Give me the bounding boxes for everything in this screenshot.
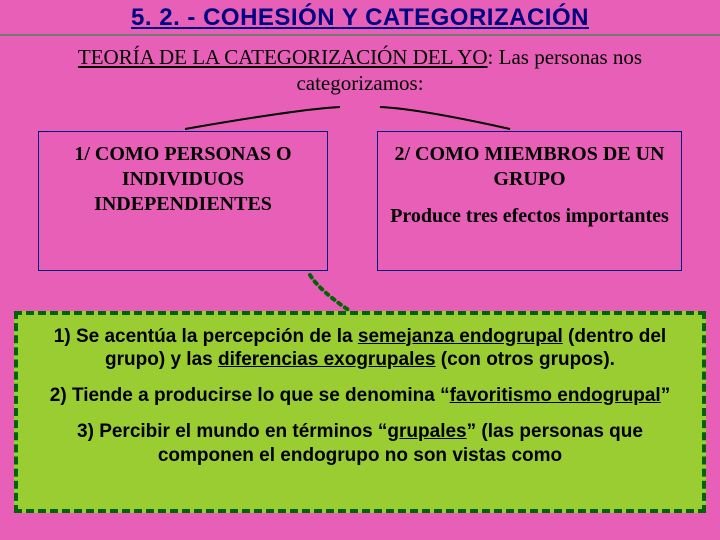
- effect-1-u1: semejanza endogrupal: [358, 326, 563, 347]
- box-group: 2/ COMO MIEMBROS DE UN GRUPO Produce tre…: [377, 131, 682, 271]
- effects-panel: 1) Se acentúa la percepción de la semeja…: [14, 311, 706, 514]
- fork-connector-svg: [0, 103, 720, 133]
- boxes-row: 1/ COMO PERSONAS O INDIVIDUOS INDEPENDIE…: [0, 131, 720, 271]
- dotted-connector: [0, 271, 720, 311]
- effect-3: 3) Percibir el mundo en términos “grupal…: [36, 420, 684, 468]
- effect-2-pre: 2) Tiende a producirse lo que se denomin…: [50, 385, 450, 406]
- effect-1-post: (con otros grupos).: [436, 349, 615, 370]
- effect-3-pre: 3) Percibir el mundo en términos “: [77, 421, 387, 442]
- box-group-sub: Produce tres efectos importantes: [386, 204, 673, 228]
- effect-2-u1: favoritismo endogrupal: [450, 385, 661, 406]
- effect-1-pre: 1) Se acentúa la percepción de la: [54, 326, 358, 347]
- effect-2-post: ”: [661, 385, 671, 406]
- subtitle: TEORÍA DE LA CATEGORIZACIÓN DEL YO: Las …: [0, 36, 720, 103]
- box-group-heading: 2/ COMO MIEMBROS DE UN GRUPO: [386, 142, 673, 192]
- fork-connector: [0, 103, 720, 131]
- box-individuals: 1/ COMO PERSONAS O INDIVIDUOS INDEPENDIE…: [38, 131, 328, 271]
- page-title: 5. 2. - COHESIÓN Y CATEGORIZACIÓN: [131, 4, 589, 32]
- subtitle-lead: TEORÍA DE LA CATEGORIZACIÓN DEL YO: [78, 45, 488, 69]
- effect-2: 2) Tiende a producirse lo que se denomin…: [36, 384, 684, 408]
- dotted-connector-svg: [0, 271, 720, 315]
- effect-1-u2: diferencias exogrupales: [218, 349, 436, 370]
- effect-3-u1: grupales: [387, 421, 466, 442]
- effect-1: 1) Se acentúa la percepción de la semeja…: [36, 325, 684, 373]
- box-individuals-heading: 1/ COMO PERSONAS O INDIVIDUOS INDEPENDIE…: [47, 142, 319, 217]
